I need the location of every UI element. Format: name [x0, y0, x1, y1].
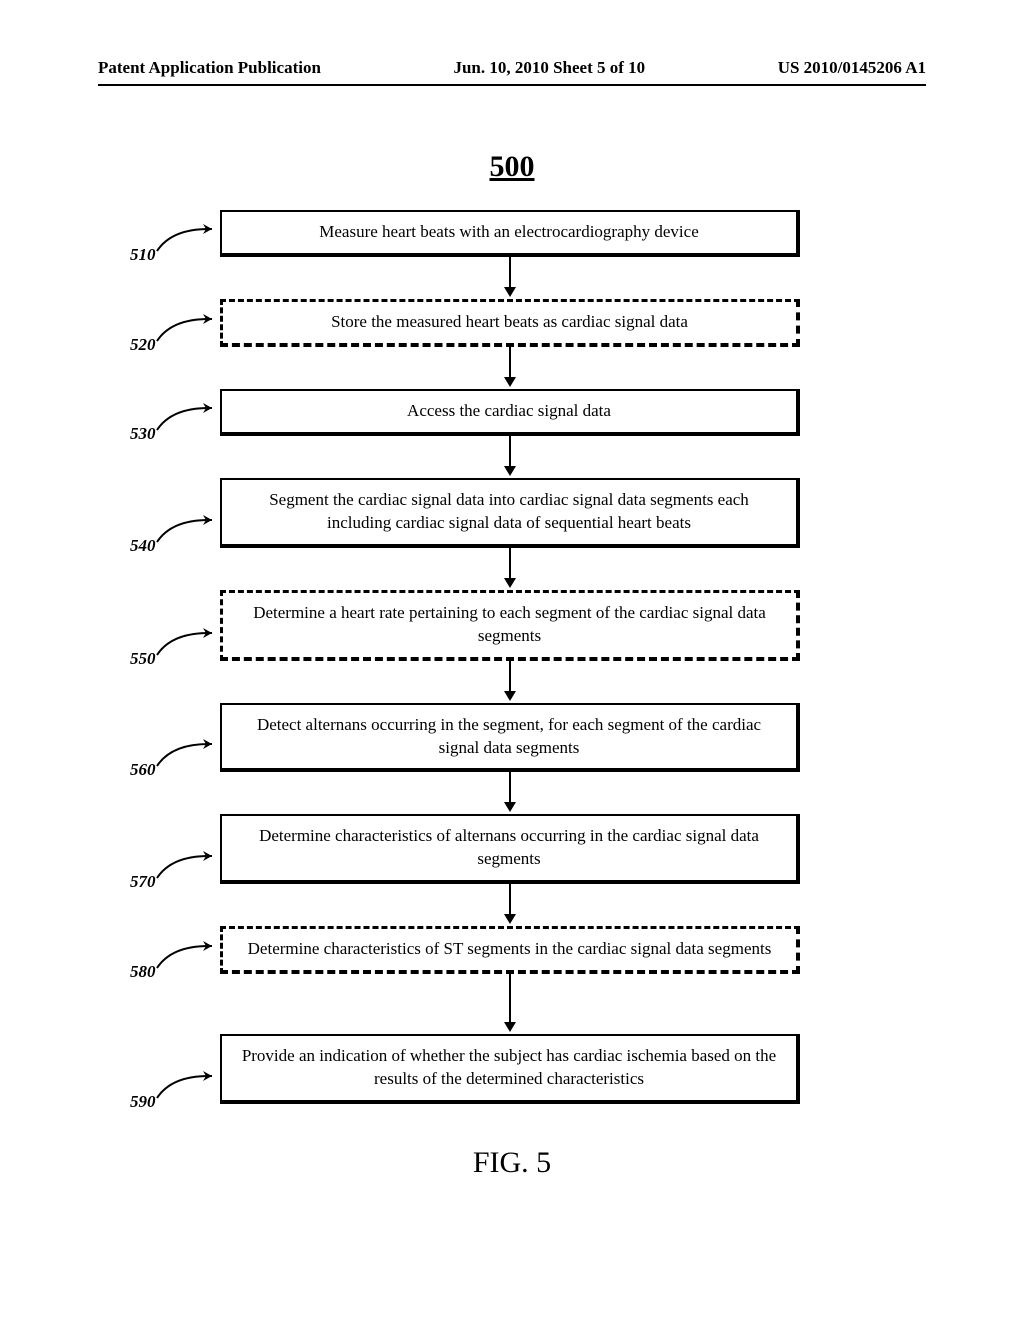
flowchart-box: Store the measured heart beats as cardia…: [220, 299, 800, 347]
step-label-group: 530: [130, 410, 220, 450]
step-label: 590: [130, 1092, 156, 1112]
pointer-arrow-icon: [152, 514, 222, 544]
flowchart-step-550: Determine a heart rate pertaining to eac…: [130, 590, 890, 661]
flow-arrow-icon: [220, 772, 800, 814]
flowchart: Measure heart beats with an electrocardi…: [130, 210, 890, 1104]
figure-caption: FIG. 5: [0, 1146, 1024, 1180]
flow-arrow-icon: [220, 436, 800, 478]
flowchart-box: Determine characteristics of alternans o…: [220, 814, 800, 884]
step-label: 570: [130, 872, 156, 892]
step-label: 540: [130, 536, 156, 556]
flowchart-box: Determine a heart rate pertaining to eac…: [220, 590, 800, 661]
flowchart-box: Measure heart beats with an electrocardi…: [220, 210, 800, 257]
flow-arrow-icon: [220, 974, 800, 1034]
step-label: 520: [130, 335, 156, 355]
step-label-group: 550: [130, 635, 220, 675]
step-label-group: 590: [130, 1078, 220, 1118]
flow-arrow-icon: [220, 661, 800, 703]
flowchart-step-520: Store the measured heart beats as cardia…: [130, 299, 890, 347]
flowchart-box: Detect alternans occurring in the segmen…: [220, 703, 800, 773]
flowchart-step-530: Access the cardiac signal data 530: [130, 389, 890, 436]
step-label-group: 560: [130, 746, 220, 786]
step-label: 510: [130, 245, 156, 265]
flowchart-box: Determine characteristics of ST segments…: [220, 926, 800, 974]
step-label-group: 580: [130, 948, 220, 988]
step-label: 580: [130, 962, 156, 982]
header-center: Jun. 10, 2010 Sheet 5 of 10: [453, 58, 645, 78]
page-header: Patent Application Publication Jun. 10, …: [0, 58, 1024, 78]
pointer-arrow-icon: [152, 850, 222, 880]
header-left: Patent Application Publication: [98, 58, 321, 78]
flowchart-box: Segment the cardiac signal data into car…: [220, 478, 800, 548]
pointer-arrow-icon: [152, 1070, 222, 1100]
header-rule: [98, 84, 926, 86]
step-label-group: 520: [130, 321, 220, 361]
flowchart-step-580: Determine characteristics of ST segments…: [130, 926, 890, 974]
flowchart-step-510: Measure heart beats with an electrocardi…: [130, 210, 890, 257]
step-label-group: 540: [130, 522, 220, 562]
pointer-arrow-icon: [152, 223, 222, 253]
step-label-group: 570: [130, 858, 220, 898]
step-label-group: 510: [130, 231, 220, 271]
flowchart-step-570: Determine characteristics of alternans o…: [130, 814, 890, 884]
figure-number: 500: [0, 150, 1024, 184]
pointer-arrow-icon: [152, 313, 222, 343]
step-label: 550: [130, 649, 156, 669]
flow-arrow-icon: [220, 347, 800, 389]
pointer-arrow-icon: [152, 627, 222, 657]
flow-arrow-icon: [220, 884, 800, 926]
pointer-arrow-icon: [152, 738, 222, 768]
pointer-arrow-icon: [152, 940, 222, 970]
flowchart-box: Provide an indication of whether the sub…: [220, 1034, 800, 1104]
step-label: 530: [130, 424, 156, 444]
flowchart-box: Access the cardiac signal data: [220, 389, 800, 436]
header-right: US 2010/0145206 A1: [778, 58, 926, 78]
pointer-arrow-icon: [152, 402, 222, 432]
flow-arrow-icon: [220, 548, 800, 590]
flowchart-step-540: Segment the cardiac signal data into car…: [130, 478, 890, 548]
step-label: 560: [130, 760, 156, 780]
flowchart-step-590: Provide an indication of whether the sub…: [130, 1034, 890, 1104]
flowchart-step-560: Detect alternans occurring in the segmen…: [130, 703, 890, 773]
flow-arrow-icon: [220, 257, 800, 299]
